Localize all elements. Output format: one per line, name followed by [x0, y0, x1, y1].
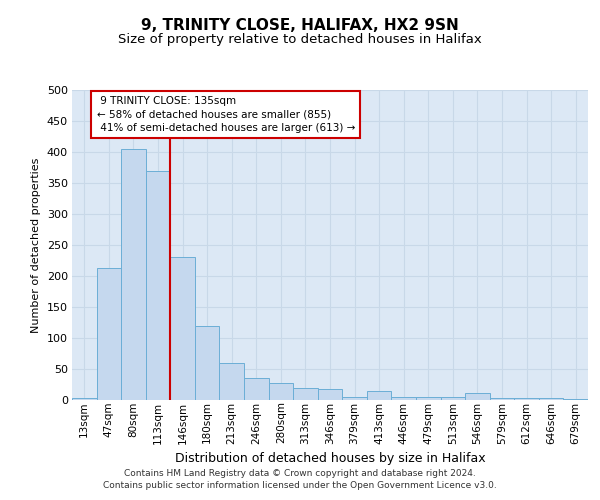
- Bar: [269, 382, 293, 400]
- Bar: [244, 378, 269, 400]
- Text: Size of property relative to detached houses in Halifax: Size of property relative to detached ho…: [118, 32, 482, 46]
- Bar: [465, 392, 490, 400]
- Bar: [490, 398, 514, 400]
- Bar: [121, 149, 146, 400]
- Text: Contains HM Land Registry data © Crown copyright and database right 2024.: Contains HM Land Registry data © Crown c…: [124, 468, 476, 477]
- Y-axis label: Number of detached properties: Number of detached properties: [31, 158, 41, 332]
- Bar: [440, 397, 465, 400]
- Bar: [170, 258, 195, 400]
- Text: 9 TRINITY CLOSE: 135sqm
← 58% of detached houses are smaller (855)
 41% of semi-: 9 TRINITY CLOSE: 135sqm ← 58% of detache…: [97, 96, 355, 132]
- Bar: [293, 388, 318, 400]
- Bar: [563, 399, 588, 400]
- Bar: [391, 397, 416, 400]
- Bar: [342, 397, 367, 400]
- Bar: [146, 170, 170, 400]
- Bar: [72, 398, 97, 400]
- Bar: [367, 392, 391, 400]
- Bar: [220, 363, 244, 400]
- Bar: [318, 389, 342, 400]
- Bar: [539, 398, 563, 400]
- Text: 9, TRINITY CLOSE, HALIFAX, HX2 9SN: 9, TRINITY CLOSE, HALIFAX, HX2 9SN: [141, 18, 459, 32]
- Text: Contains public sector information licensed under the Open Government Licence v3: Contains public sector information licen…: [103, 481, 497, 490]
- Bar: [416, 397, 440, 400]
- Bar: [97, 268, 121, 400]
- X-axis label: Distribution of detached houses by size in Halifax: Distribution of detached houses by size …: [175, 452, 485, 465]
- Bar: [514, 398, 539, 400]
- Bar: [195, 326, 220, 400]
